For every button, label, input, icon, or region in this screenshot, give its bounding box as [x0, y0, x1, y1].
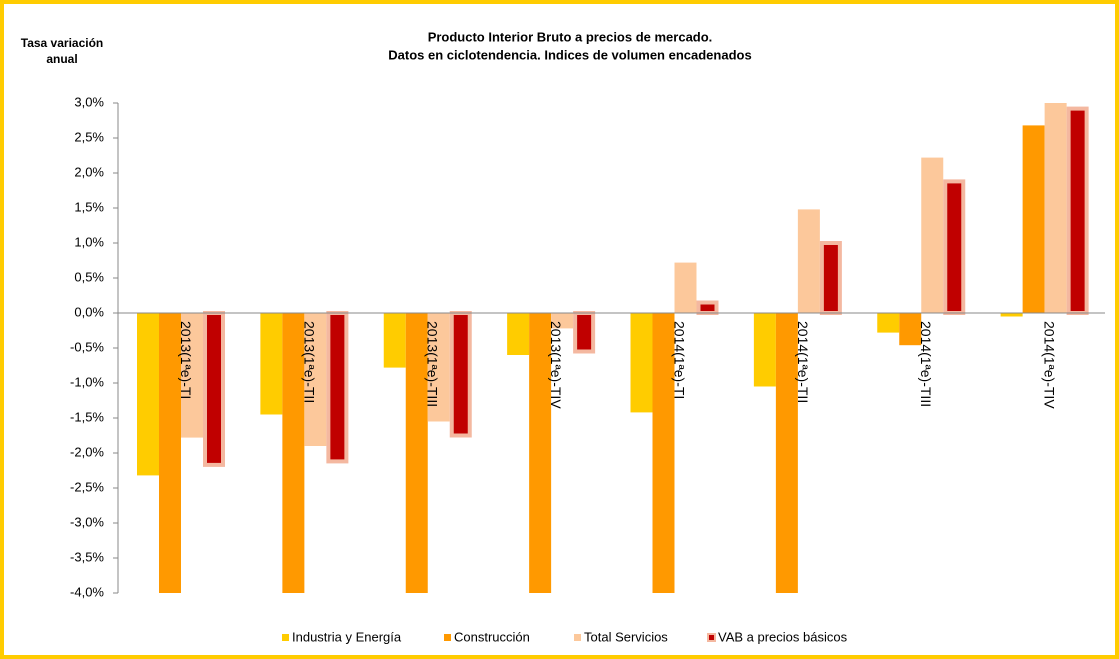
y-tick-label: -1,5%	[70, 409, 104, 424]
bar	[159, 313, 181, 593]
bar	[405, 313, 428, 593]
legend-label: Industria y Energía	[292, 629, 402, 644]
bar	[529, 313, 552, 593]
legend-label: Total Servicios	[584, 629, 668, 644]
x-tick-label: 2013(1ªe)-TII	[301, 321, 317, 403]
plot-area	[137, 103, 1089, 593]
bar	[652, 313, 675, 593]
x-tick-label: 2013(1ªe)-TIV	[548, 321, 564, 409]
y-tick-label: -1,0%	[70, 374, 104, 389]
bar	[819, 241, 842, 315]
y-axis-title: Tasa variación	[21, 36, 104, 50]
bar	[1044, 103, 1067, 313]
y-tick-label: 2,5%	[74, 129, 104, 144]
bar	[1000, 313, 1023, 317]
y-tick-label: 0,5%	[74, 269, 104, 284]
bar	[304, 313, 327, 446]
bar	[797, 209, 820, 313]
bar	[943, 179, 966, 315]
legend-swatch	[444, 634, 451, 641]
bar	[383, 313, 406, 368]
bar	[181, 313, 203, 438]
bar	[1022, 125, 1045, 314]
chart-title: Datos en ciclotendencia. Indices de volu…	[388, 47, 751, 62]
legend-label: VAB a precios básicos	[718, 629, 848, 644]
legend-swatch	[282, 634, 289, 641]
bar	[449, 311, 472, 438]
bar	[551, 313, 574, 329]
x-tick-label: 2014(1ªe)-TIV	[1042, 321, 1058, 409]
bar	[696, 300, 719, 315]
x-tick-label: 2014(1ªe)-TIII	[918, 321, 934, 407]
y-tick-label: 2,0%	[74, 164, 104, 179]
bar	[282, 313, 305, 593]
bar	[775, 313, 798, 593]
bar	[674, 262, 697, 313]
y-tick-label: -0,5%	[70, 339, 104, 354]
x-tick-label: 2013(1ªe)-TIII	[425, 321, 441, 407]
bar	[1066, 106, 1089, 315]
x-tick-label: 2013(1ªe)-TI	[178, 321, 194, 399]
legend-swatch	[574, 634, 581, 641]
y-tick-label: 1,5%	[74, 199, 104, 214]
bar	[630, 313, 653, 413]
y-tick-label: 0,0%	[74, 304, 104, 319]
y-tick-label: 3,0%	[74, 94, 104, 109]
bar	[877, 313, 900, 333]
y-tick-label: -4,0%	[70, 584, 104, 599]
bar	[573, 311, 596, 354]
y-tick-label: 1,0%	[74, 234, 104, 249]
chart-title: Producto Interior Bruto a precios de mer…	[428, 29, 713, 44]
bar	[326, 311, 349, 464]
legend-swatch	[707, 633, 716, 642]
y-tick-label: -3,0%	[70, 514, 104, 529]
y-axis-title: anual	[46, 52, 77, 66]
bar	[260, 313, 283, 415]
bar	[427, 313, 450, 422]
y-tick-label: -2,5%	[70, 479, 104, 494]
y-tick-label: -3,5%	[70, 549, 104, 564]
bar	[753, 313, 776, 387]
x-tick-label: 2014(1ªe)-TII	[795, 321, 811, 403]
legend-label: Construcción	[454, 629, 530, 644]
bar	[137, 313, 159, 476]
bar	[921, 157, 944, 313]
bar	[507, 313, 530, 355]
x-tick-label: 2014(1ªe)-TI	[671, 321, 687, 399]
bar	[899, 313, 922, 346]
bar	[203, 311, 225, 467]
y-tick-label: -2,0%	[70, 444, 104, 459]
